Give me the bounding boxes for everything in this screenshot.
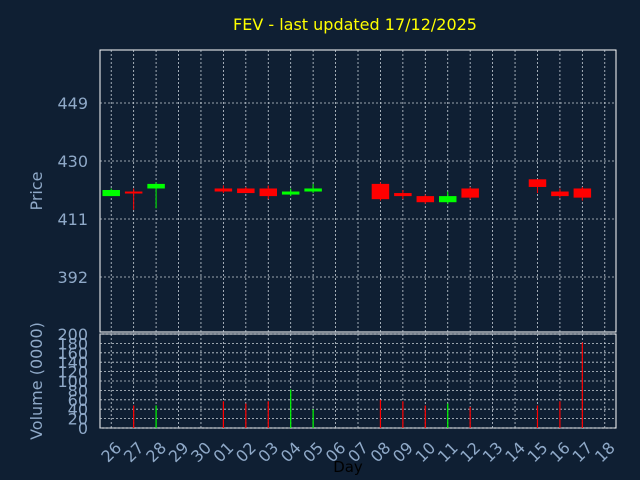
- volume-tick-label: 180: [57, 334, 88, 353]
- candle-body: [438, 196, 457, 203]
- volume-tick-label: 40: [68, 400, 88, 419]
- candle-body: [281, 191, 300, 195]
- volume-tick-label: 100: [57, 372, 88, 391]
- candle-body: [214, 188, 233, 192]
- volume-tick-label: 0: [78, 419, 88, 438]
- price-tick-label: 430: [57, 152, 88, 171]
- candle-body: [551, 191, 569, 197]
- candle-body: [237, 188, 255, 194]
- price-tick-label: 392: [57, 268, 88, 287]
- candle-body: [102, 190, 120, 197]
- candle-body: [461, 188, 479, 198]
- price-axis-label: Price: [27, 171, 46, 210]
- volume-tick-label: 160: [57, 344, 88, 363]
- x-axis-label: Day: [333, 458, 363, 476]
- candle-body: [416, 196, 435, 203]
- candle-body: [147, 183, 165, 189]
- volume-tick-label: 80: [68, 381, 88, 400]
- volume-tick-label: 60: [68, 391, 88, 410]
- volume-axis-label: Volume (0000): [27, 322, 46, 440]
- volume-tick-label: 120: [57, 363, 88, 382]
- candle-body: [304, 188, 322, 192]
- candle-body: [371, 183, 390, 200]
- volume-tick-label: 200: [57, 325, 88, 344]
- volume-tick-label: 140: [57, 353, 88, 372]
- volume-tick-label: 20: [68, 410, 88, 429]
- price-tick-label: 411: [57, 210, 88, 229]
- price-tick-label: 449: [57, 94, 88, 113]
- candle-body: [528, 179, 547, 187]
- candle-body: [394, 193, 412, 197]
- x-tick-label: 18: [591, 438, 619, 466]
- candle-body: [573, 188, 592, 198]
- candle-body: [259, 188, 278, 197]
- price-panel: 449 430 411 392: [57, 49, 617, 333]
- candle-body: [124, 191, 143, 194]
- chart-title: FEV - last updated 17/12/2025: [233, 15, 477, 34]
